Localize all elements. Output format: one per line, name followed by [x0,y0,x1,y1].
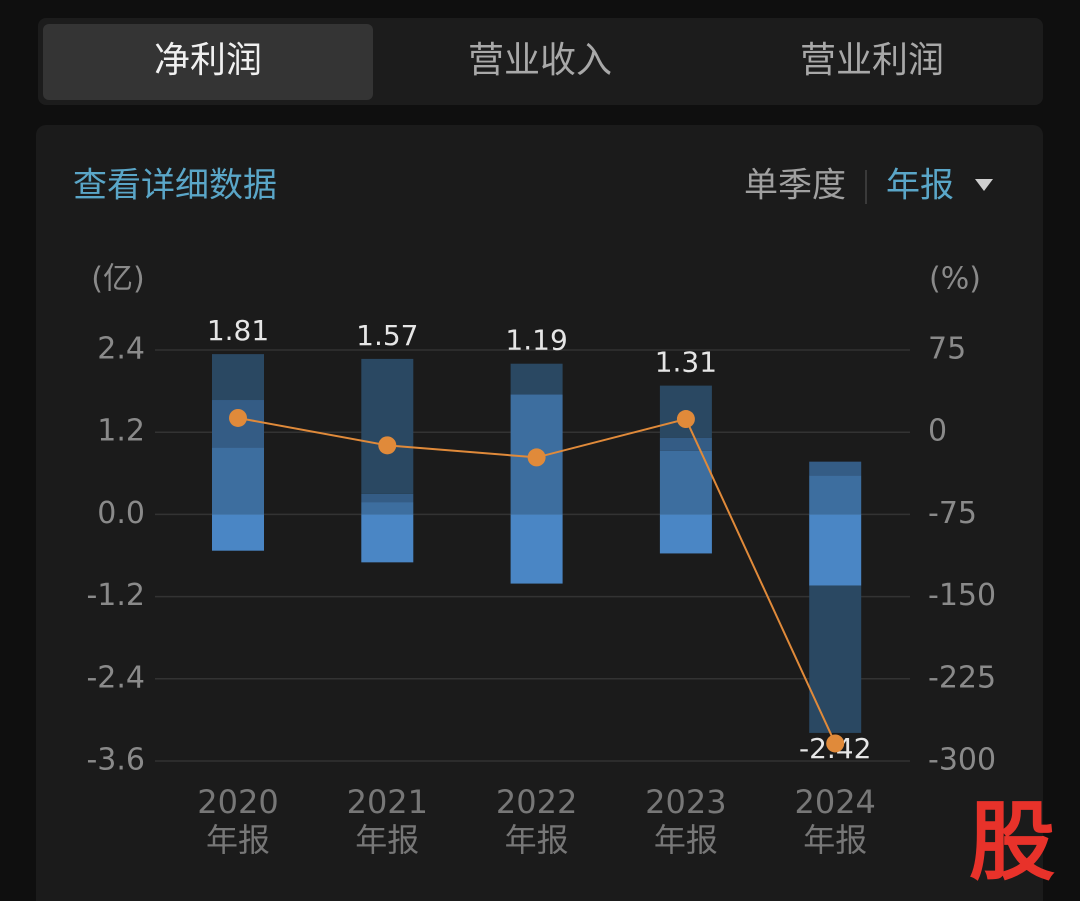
y-tick-label: -2.4 [86,660,145,695]
detail-link[interactable]: 查看详细数据 [73,166,277,206]
y-tick-label: -3.6 [86,743,145,778]
total-label: 1.57 [356,319,418,352]
bar-segment [659,514,712,554]
growth-point [676,410,695,429]
bar-segment [212,447,264,515]
bar-segment [361,502,414,515]
bar-segment [809,475,862,515]
x-tick-label: 2024 [794,783,875,821]
active-tab-bg [43,24,373,100]
y2-unit: (%) [929,262,981,297]
growth-point [826,734,845,753]
y-tick-label: 0.0 [97,496,145,531]
growth-point [229,408,247,427]
growth-point [378,436,397,455]
bar-segment [361,493,414,503]
tab[interactable]: 营业利润 [800,40,944,81]
x-tick-label: 年报 [355,821,419,859]
y2-tick-label: -150 [928,578,996,613]
y2-tick-label: 75 [928,332,966,367]
watermark: 股 [969,792,1055,892]
growth-point [527,448,546,467]
tab[interactable]: 净利润 [154,40,262,81]
total-label: 1.81 [207,314,269,347]
bar-segment [510,363,563,395]
bar-segment [809,514,862,586]
y2-tick-label: -300 [928,743,996,778]
y2-tick-label: -75 [928,496,977,531]
tab[interactable]: 营业收入 [468,40,612,81]
y2-tick-label: 0 [928,414,947,449]
bar-segment [361,358,414,494]
total-label: 1.19 [505,324,567,357]
x-tick-label: 2022 [496,783,577,821]
y-unit: (亿) [91,262,144,297]
y-tick-label: 1.2 [97,414,145,449]
bar-segment [212,514,264,551]
x-tick-label: 2023 [645,783,726,821]
bar-segment [212,354,264,401]
bar-segment [809,461,862,476]
bar-segment [361,514,414,563]
y-tick-label: 2.4 [97,332,145,367]
mode-quarter[interactable]: 单季度 [744,166,846,206]
bar-segment [510,514,563,584]
mode-annual[interactable]: 年报 [886,166,954,206]
x-tick-label: 2021 [347,783,428,821]
dropdown-arrow[interactable] [975,179,993,191]
x-tick-label: 年报 [505,821,569,859]
total-label: 1.31 [655,346,717,379]
bar-segment [809,585,862,733]
x-tick-label: 年报 [206,821,270,859]
x-tick-label: 年报 [803,821,867,859]
bar-segment [659,437,712,451]
x-tick-label: 2020 [197,783,278,821]
x-tick-label: 年报 [654,821,718,859]
bar-segment [659,450,712,515]
y2-tick-label: -225 [928,660,996,695]
y-tick-label: -1.2 [86,578,145,613]
